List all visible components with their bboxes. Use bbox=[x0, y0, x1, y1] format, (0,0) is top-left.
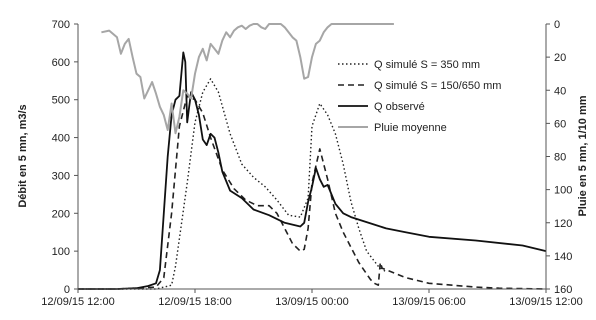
tick-labels: 0 100 200 300 400 500 600 700 0 20 40 60 80 100 120 140… bbox=[41, 19, 582, 308]
series-line-3 bbox=[101, 23, 394, 135]
y-right-tick-label-8: 160 bbox=[554, 284, 572, 296]
x-tick-label-4: 13/09/15 12:00 bbox=[509, 296, 582, 308]
y-right-tick-label-4: 80 bbox=[554, 152, 566, 164]
y-axis-right-title: Pluie en 5 mn, 1/10 mm bbox=[577, 95, 589, 216]
y-left-tick-label-6: 600 bbox=[52, 57, 70, 69]
y-left-tick-label-1: 100 bbox=[52, 246, 70, 258]
y-right-tick-label-0: 0 bbox=[554, 19, 560, 31]
y-right-tick-label-6: 120 bbox=[554, 218, 572, 230]
x-tick-label-3: 13/09/15 06:00 bbox=[392, 296, 465, 308]
y-right-tick-label-3: 60 bbox=[554, 118, 566, 130]
y-left-tick-label-3: 300 bbox=[52, 170, 70, 182]
legend-label-0: Q simulé S = 350 mm bbox=[374, 59, 480, 71]
tick-marks bbox=[74, 23, 550, 293]
y-right-tick-label-2: 40 bbox=[554, 85, 566, 97]
y-left-tick-label-2: 200 bbox=[52, 208, 70, 220]
x-tick-label-0: 12/09/15 12:00 bbox=[41, 296, 114, 308]
legend-label-2: Q observé bbox=[374, 101, 425, 113]
x-tick-label-1: 12/09/15 18:00 bbox=[158, 296, 231, 308]
series-line-1 bbox=[78, 95, 547, 290]
y-left-tick-label-7: 700 bbox=[52, 19, 70, 31]
series-line-0 bbox=[78, 78, 387, 290]
legend-label-3: Pluie moyenne bbox=[374, 122, 447, 134]
y-right-tick-label-7: 140 bbox=[554, 251, 572, 263]
y-left-tick-label-0: 0 bbox=[64, 284, 70, 296]
y-axis-left-title: Débit en 5 mn, m3/s bbox=[17, 104, 29, 207]
y-right-tick-label-1: 20 bbox=[554, 52, 566, 64]
x-tick-label-2: 13/09/15 00:00 bbox=[275, 296, 348, 308]
legend-label-1: Q simulé S = 150/650 mm bbox=[374, 80, 501, 92]
plot-lines bbox=[78, 23, 547, 290]
y-left-tick-label-5: 500 bbox=[52, 95, 70, 107]
legend: Q simulé S = 350 mm Q simulé S = 150/650 … bbox=[338, 59, 501, 134]
y-right-tick-label-5: 100 bbox=[554, 185, 572, 197]
y-left-tick-label-4: 400 bbox=[52, 133, 70, 145]
